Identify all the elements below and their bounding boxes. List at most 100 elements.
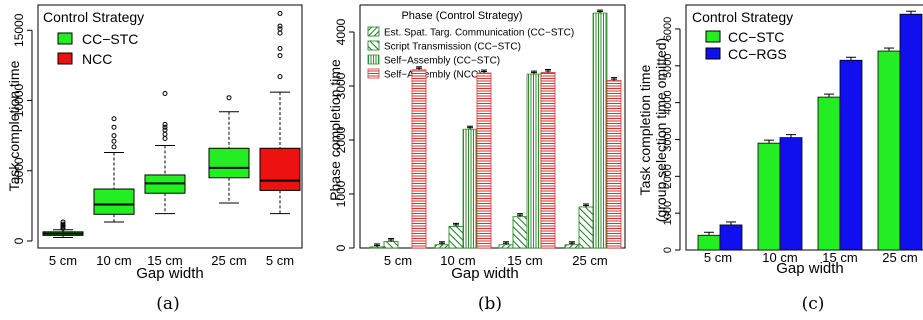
panel-b-legend-items: Est. Spat. Targ. Communication (CC−STC) S… (367, 26, 574, 81)
panel-c-y-tick-label: 5000 (662, 54, 674, 78)
panel-c-bar (839, 59, 863, 251)
panel-a-caption: (a) (156, 294, 179, 314)
panel-b-x-ticks: 5 cm 10 cm 15 cm 25 cm (384, 253, 608, 268)
panel-b-y-axis: 0 1000 2000 3000 4000 (334, 18, 355, 251)
box-outlier (111, 138, 117, 144)
panel-a-legend-swatch-1 (57, 32, 73, 45)
panel-c-caption: (c) (802, 294, 825, 314)
panel-b-bar (411, 69, 427, 249)
panel-b-caption: (b) (478, 294, 502, 314)
panel-a-legend-label-1: CC−STC (82, 31, 138, 47)
panel-a-x-ticks: 5 cm 10 cm 15 cm 25 cm 5 cm (49, 253, 294, 268)
box-outlier (60, 219, 66, 225)
box-outlier (162, 131, 168, 137)
panel-b-x-tick-label: 10 cm (440, 253, 475, 268)
box-outlier (111, 144, 117, 150)
panel-a-legend-label-2: NCC (82, 51, 112, 67)
panel-c-legend-swatch (705, 47, 721, 60)
panel-c-y-tick-label: 6000 (662, 17, 674, 41)
panel-c-bar (719, 224, 743, 251)
box-outlier (162, 121, 168, 127)
panel-b-bar (498, 244, 514, 249)
box-outlier (111, 124, 117, 130)
panel-a-x-tick-label: 5 cm (266, 253, 294, 268)
panel-a-y-tick-label: 0 (12, 237, 26, 244)
panel-c-y-tick-label: 1000 (662, 201, 674, 225)
panel-a-x-tick-label: 25 cm (211, 253, 246, 268)
panel-b-y-tick-label: 3000 (334, 72, 348, 99)
box-outlier (111, 133, 117, 139)
panel-b-legend-swatch (367, 68, 380, 79)
panel-c-y-axis-label-2: (group selection time omitted) (653, 38, 669, 222)
panel-a: Control Strategy CC−STC NCC 0 5000 10000 15… (6, 4, 303, 314)
panel-c-y-axis-label: Task completion time (637, 64, 653, 195)
panel-c-bar (779, 137, 803, 251)
panel-b-bar (540, 72, 556, 249)
box-outlier (277, 30, 283, 36)
panel-b-bar (476, 72, 492, 249)
panel-c-plot-frame (685, 4, 923, 251)
panel-c-y-axis: 0 1000 2000 3000 4000 5000 6000 (662, 17, 681, 253)
box-outlier (162, 90, 168, 96)
panel-b-x-tick-label: 25 cm (572, 253, 607, 268)
box-iqr (208, 147, 250, 179)
panel-c-x-tick-label: 5 cm (704, 250, 732, 265)
panel-c-x-axis-label: Gap width (776, 260, 844, 277)
box-iqr (93, 188, 135, 215)
box-outlier (162, 124, 168, 130)
panel-c-y-tick-label: 2000 (662, 164, 674, 188)
panel-c-bars (697, 10, 923, 251)
panel-a-plot-frame (37, 4, 303, 249)
panel-b-x-tick-label: 15 cm (507, 253, 542, 268)
panel-c-legend-label: CC−STC (728, 29, 784, 45)
panel-b-bar (369, 246, 385, 249)
panel-c-bar (757, 142, 781, 251)
panel-b-legend-label: Self−Assembly (NCC) (384, 70, 482, 81)
panel-c-y-tick-label: 0 (662, 247, 674, 253)
box-outlier (111, 116, 117, 122)
panel-b-bar (512, 216, 528, 249)
panel-b-plot-frame (359, 4, 626, 249)
panel-c-x-ticks: 5 cm 10 cm 15 cm 25 cm (704, 250, 918, 265)
panel-b-legend-swatch (367, 26, 380, 37)
panel-c-legend-title: Control Strategy (692, 9, 793, 25)
panel-b-y-tick-label: 2000 (334, 126, 348, 153)
panel-b-bar (578, 206, 594, 249)
panel-a-x-tick-label: 15 cm (147, 253, 182, 268)
panel-b-bar (448, 225, 464, 249)
panel-b-legend-label: Script Transmission (CC−STC) (384, 42, 521, 53)
panel-c-x-tick-label: 15 cm (822, 250, 857, 265)
panel-b-y-tick-label: 0 (334, 244, 348, 251)
panel-b-legend-label: Self−Assembly (CC−STC) (384, 56, 500, 67)
box-outlier (162, 135, 168, 141)
panel-c-bar (697, 234, 721, 251)
panel-b-bars (369, 9, 622, 249)
box-outlier (162, 127, 168, 133)
panel-a-y-tick-label: 10000 (12, 84, 26, 118)
panel-a-x-tick-label: 10 cm (96, 253, 131, 268)
panel-a-y-axis-label: Task completion time (6, 60, 22, 191)
panel-c-legend-label: CC−RGS (728, 46, 787, 62)
panel-c-bar (899, 13, 923, 251)
panel-a-x-tick-label: 5 cm (49, 253, 77, 268)
panel-c-legend-swatch (705, 30, 721, 43)
panel-b-x-axis-label: Gap width (451, 265, 519, 282)
panel-c-bar (877, 50, 901, 251)
panel-b-bar (434, 244, 450, 249)
panel-b-bar (564, 244, 580, 249)
panel-b-legend-swatch (367, 54, 380, 65)
box-outlier (277, 53, 283, 59)
panel-c-y-tick-label: 4000 (662, 90, 674, 114)
box-iqr (259, 147, 301, 191)
panel-a-legend: Control Strategy CC−STC NCC (41, 7, 151, 97)
panel-b-y-axis-label: Phase completion time (327, 59, 343, 201)
panel-a-legend-title: Control Strategy (43, 9, 144, 25)
panel-b-legend-title: Phase (Control Strategy) (401, 10, 522, 22)
box-outlier (277, 23, 283, 29)
panel-a-legend-swatch-2 (57, 52, 73, 65)
box-outlier (60, 221, 66, 227)
panel-b-bar (462, 128, 478, 249)
panel-b-x-tick-label: 5 cm (384, 253, 412, 268)
box-outlier (277, 46, 283, 52)
